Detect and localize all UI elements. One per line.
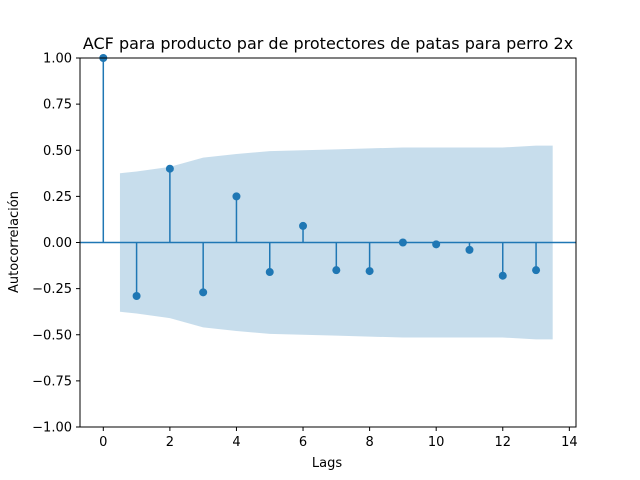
y-tick-label: 1.00 <box>43 52 72 67</box>
stem-layer <box>99 54 541 301</box>
y-tick-label: −0.75 <box>32 374 72 389</box>
acf-point <box>299 221 308 230</box>
x-tick-label: 8 <box>365 435 373 450</box>
acf-point <box>398 238 407 247</box>
x-ticks-layer: 0 2 4 6 8 10 12 14 <box>99 427 578 450</box>
acf-point <box>498 271 507 280</box>
acf-point <box>465 245 474 254</box>
y-tick-label: 0.50 <box>43 144 72 159</box>
acf-point <box>532 266 541 275</box>
acf-point <box>232 192 241 201</box>
chart-title: ACF para producto par de protectores de … <box>83 34 573 53</box>
x-tick-label: 6 <box>299 435 307 450</box>
x-axis-label: Lags <box>312 456 342 471</box>
acf-point <box>332 266 341 275</box>
y-tick-label: 0.00 <box>43 236 72 251</box>
x-tick-label: 12 <box>494 435 511 450</box>
acf-point <box>165 164 174 173</box>
acf-point <box>132 292 141 301</box>
y-tick-label: 0.75 <box>43 98 72 113</box>
acf-point <box>432 240 441 249</box>
x-tick-label: 2 <box>166 435 174 450</box>
acf-point <box>265 268 274 277</box>
y-tick-label: −1.00 <box>32 421 72 436</box>
y-tick-label: −0.25 <box>32 282 72 297</box>
x-tick-label: 14 <box>561 435 578 450</box>
x-tick-label: 4 <box>232 435 240 450</box>
acf-point <box>199 288 208 297</box>
x-tick-label: 10 <box>428 435 445 450</box>
y-tick-label: −0.50 <box>32 328 72 343</box>
y-tick-label: 0.25 <box>43 190 72 205</box>
acf-point <box>365 267 374 276</box>
x-tick-label: 0 <box>99 435 107 450</box>
y-ticks-layer: 1.00 0.75 0.50 0.25 0.00 −0.25 −0.50 −0.75 −1.00 <box>32 52 80 436</box>
y-axis-label: Autocorrelación <box>7 191 22 293</box>
